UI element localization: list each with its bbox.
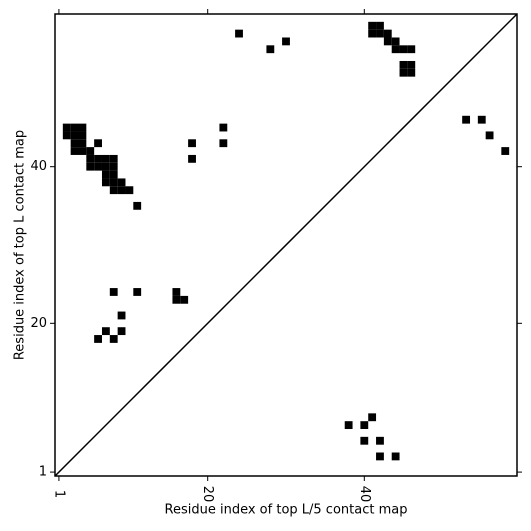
contact <box>477 115 486 124</box>
contact <box>368 21 377 30</box>
contact <box>399 45 408 54</box>
contact <box>391 452 400 461</box>
contact <box>360 436 369 445</box>
contact <box>485 131 494 140</box>
x-tick-label: 40 <box>357 486 372 503</box>
y-tick-label: 20 <box>30 316 47 331</box>
contact <box>70 131 79 140</box>
contact <box>383 37 392 46</box>
contact <box>109 162 118 171</box>
contact <box>86 154 95 163</box>
contact <box>78 139 87 148</box>
contact <box>235 29 243 38</box>
x-tick-label: 20 <box>200 486 215 503</box>
contact <box>101 327 110 336</box>
contact <box>109 186 118 195</box>
contact <box>94 162 102 171</box>
contact <box>391 45 400 54</box>
contact <box>383 29 392 38</box>
contact <box>219 139 228 148</box>
contact <box>282 37 290 46</box>
contact <box>109 170 118 179</box>
contact <box>101 178 110 187</box>
plot-frame <box>54 13 518 477</box>
contact <box>376 21 384 30</box>
contact <box>101 170 110 179</box>
contact <box>188 154 196 163</box>
contact <box>376 436 384 445</box>
contact <box>407 68 416 77</box>
contact <box>391 37 400 46</box>
contact <box>86 162 95 171</box>
contact <box>78 147 87 155</box>
contact <box>94 139 102 148</box>
contact <box>501 147 510 155</box>
contact <box>180 295 189 304</box>
contact <box>188 139 196 148</box>
x-axis-label: Residue index of top L/5 contact map <box>165 503 408 518</box>
contact <box>462 115 471 124</box>
contact <box>78 131 87 140</box>
contact <box>399 60 408 69</box>
contact <box>109 178 118 187</box>
contact <box>266 45 275 54</box>
contact <box>86 147 95 155</box>
contact <box>109 335 118 343</box>
contact <box>78 123 87 132</box>
contact <box>399 68 408 77</box>
contact <box>376 452 384 461</box>
contact <box>219 123 228 132</box>
diagonal <box>54 13 518 477</box>
contact <box>70 139 79 148</box>
contact <box>101 162 110 171</box>
contact <box>360 421 369 430</box>
contact <box>94 335 102 343</box>
contact <box>133 288 142 296</box>
contact <box>62 123 71 132</box>
contact <box>172 288 181 296</box>
contact <box>407 45 416 54</box>
y-tick-label: 40 <box>30 159 47 174</box>
contact <box>125 186 134 195</box>
contact <box>70 147 79 155</box>
contact <box>117 186 126 195</box>
contact <box>101 154 110 163</box>
contact <box>368 413 377 422</box>
contact <box>70 123 79 132</box>
x-tick-label: 1 <box>51 490 66 498</box>
contact <box>109 288 118 296</box>
contact <box>94 154 102 163</box>
contact <box>368 29 377 38</box>
contact <box>117 178 126 187</box>
contact <box>344 421 353 430</box>
y-tick-label: 1 <box>39 465 47 480</box>
contact <box>172 295 181 304</box>
contact <box>133 201 142 210</box>
contact <box>62 131 71 140</box>
y-axis-label: Residue index of top L contact map <box>13 130 28 360</box>
contact <box>117 311 126 320</box>
contact <box>109 154 118 163</box>
contact <box>407 60 416 69</box>
contact <box>376 29 384 38</box>
contact <box>117 327 126 336</box>
